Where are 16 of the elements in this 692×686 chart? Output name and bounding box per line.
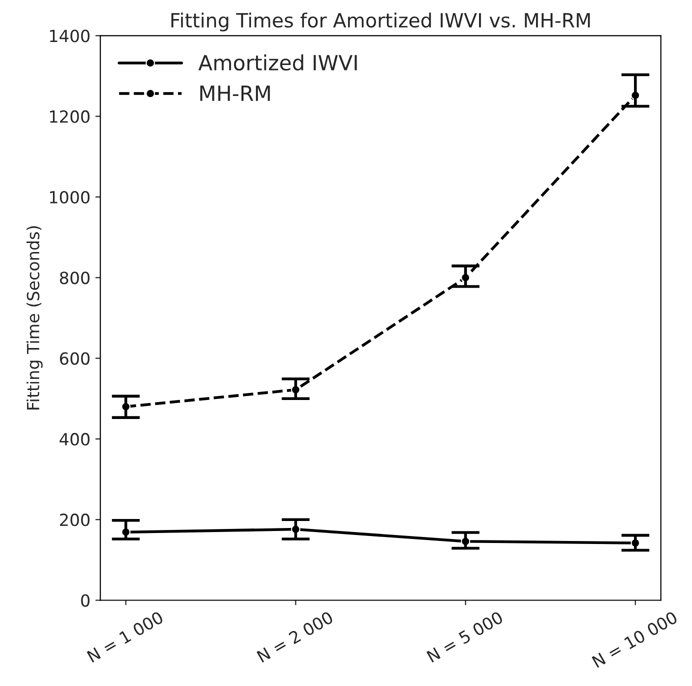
x-tick-label: N = 5 000 [426,610,504,663]
y-tick-label: 1400 [50,30,90,42]
y-tick-label: 400 [60,432,90,446]
y-tick-label: 1000 [50,190,90,204]
x-tick-label: N = 10 000 [592,610,678,668]
chart-title: Fitting Times for Amortized IWVI vs. MH-RM [171,12,590,32]
y-tick-label: 1200 [50,110,90,123]
y-tick-label: 600 [60,352,90,365]
y-tick-label: 200 [60,514,90,526]
y-tick-label: 800 [60,272,90,284]
x-tick-label: N = 2 000 [256,610,334,663]
legend-label: Amortized IWVI [198,54,357,71]
legend-label: MH-RM [200,86,270,101]
y-axis-title: Fitting Time (Seconds) [26,226,43,410]
y-tick-label: 0 [81,594,90,607]
x-tick-label: N = 1 000 [86,610,164,663]
